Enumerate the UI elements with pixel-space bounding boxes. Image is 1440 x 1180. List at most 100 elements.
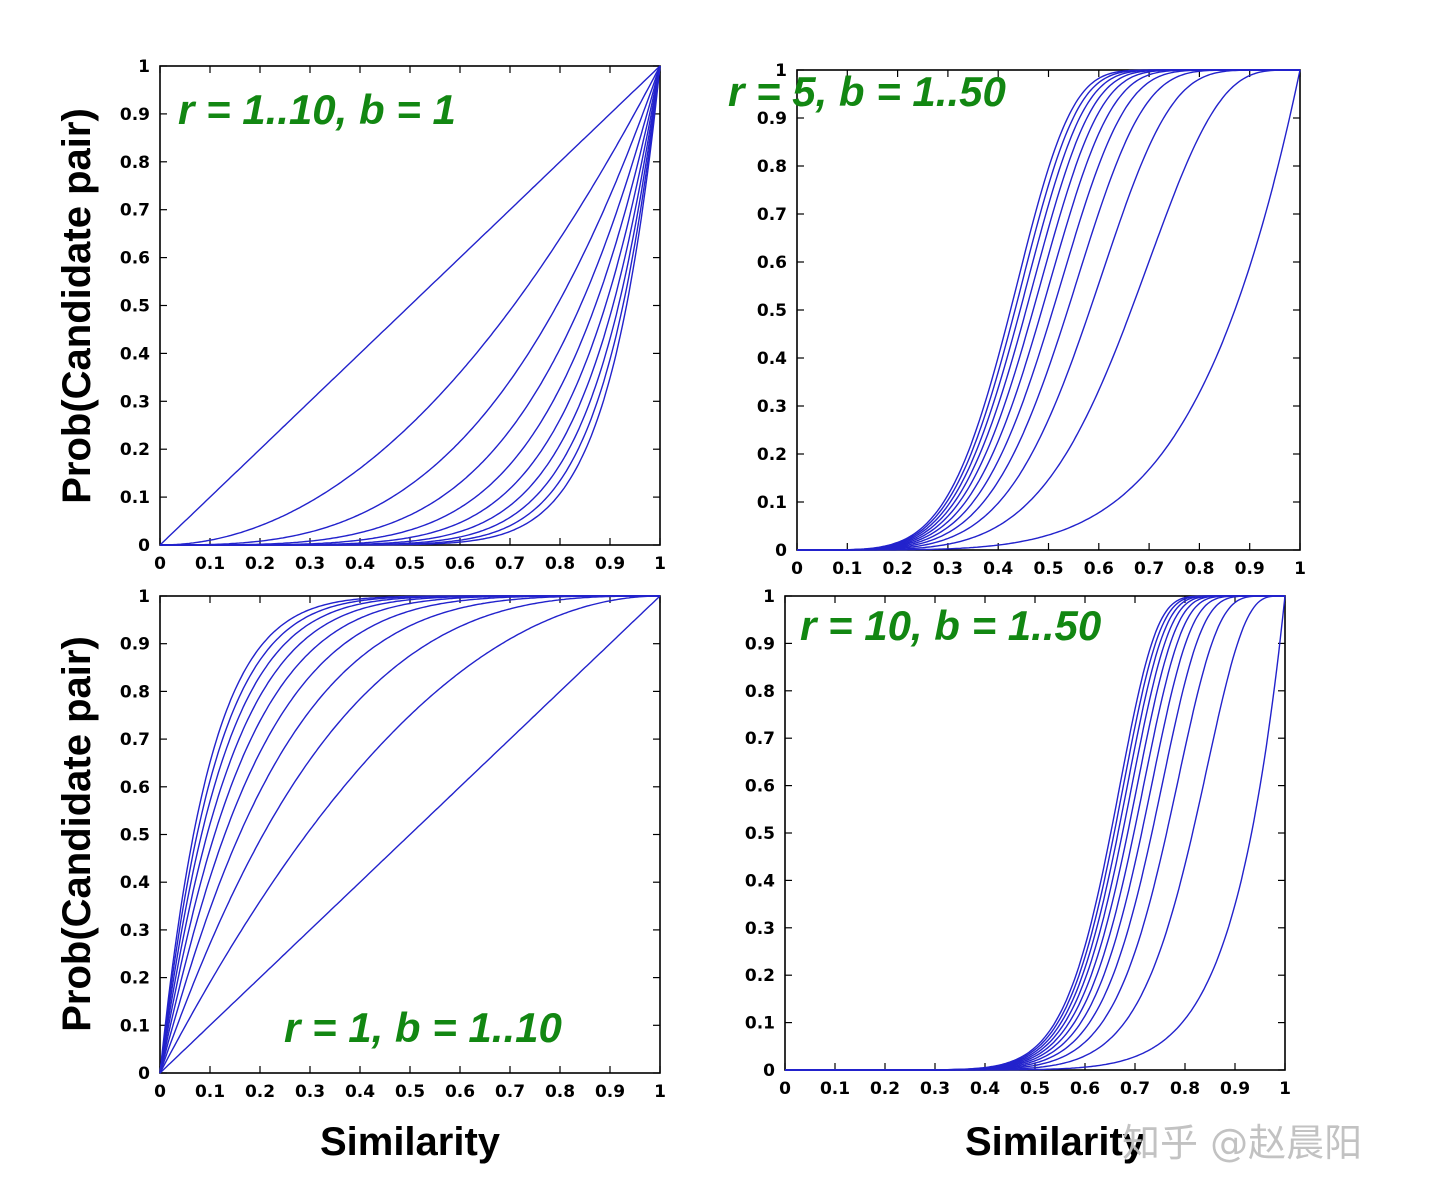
annotation-top-right: r = 5, b = 1..50 [728, 68, 1006, 115]
x-tick-label: 0.1 [195, 554, 225, 574]
curve-r-5-b-1 [797, 69, 1301, 551]
x-tick-label: 0 [154, 554, 166, 574]
x-tick-label: 0.8 [545, 1082, 575, 1102]
x-tick-label: 0.7 [495, 1082, 525, 1102]
y-tick-label: 0 [138, 1064, 150, 1084]
curve-r-10-b-10 [785, 595, 1285, 1071]
y-tick-label: 1 [138, 57, 150, 77]
axes-box [796, 69, 1301, 551]
y-tick-label: 0.3 [757, 397, 787, 417]
curve-r-5-b-50 [797, 69, 1300, 551]
x-tick-label: 0.8 [545, 554, 575, 574]
x-tick-label: 1 [1279, 1079, 1291, 1099]
x-tick-label: 0.8 [1170, 1079, 1200, 1099]
x-tick-label: 0.1 [820, 1079, 850, 1099]
panel-bottom-left: 0 0.1 0.2 0.3 0.4 0.5 0.6 0.7 0.8 0.9 1 0 0.1 0.2 0.3 0… [55, 587, 666, 1164]
y-tick-label: 0.7 [120, 201, 150, 221]
curve-r-5-b-25 [797, 69, 1300, 551]
x-tick-label: 0.5 [1033, 559, 1063, 579]
x-tick-label: 0.3 [295, 554, 325, 574]
x-tick-label: 0 [779, 1079, 791, 1099]
y-tick-label: 0.4 [120, 344, 150, 364]
curve-r-2-b-1 [160, 65, 661, 546]
y-tick-label: 0.4 [120, 873, 150, 893]
annotation-top-left: r = 1..10, b = 1 [178, 86, 456, 133]
x-tick-label: 0 [791, 559, 803, 579]
y-tick-label: 0.9 [745, 634, 775, 654]
curve-r-1-b-3 [159, 595, 660, 1074]
x-tick-label: 0.9 [1220, 1079, 1250, 1099]
curve-r-1-b-1 [159, 595, 661, 1074]
x-tick-label: 0.4 [983, 559, 1013, 579]
curve-r-10-b-20 [785, 595, 1285, 1071]
y-tick-label: 1 [138, 587, 150, 607]
x-tick-label: 0.2 [245, 1082, 275, 1102]
y-tick-label: 0.4 [745, 871, 775, 891]
x-tick-label: 1 [654, 554, 666, 574]
y-tick-label: 0 [138, 536, 150, 556]
y-tick-label: 0.9 [757, 109, 787, 129]
x-tick-label: 0.6 [1070, 1079, 1100, 1099]
curve-r-10-b-15 [785, 595, 1285, 1071]
curve-r-1-b-10 [159, 595, 660, 1074]
curve-r-10-b-45 [785, 595, 1285, 1071]
y-tick-label: 0.2 [120, 969, 150, 989]
curve-r-10-b-40 [785, 595, 1285, 1071]
x-tick-label: 0.4 [345, 1082, 375, 1102]
curve-r-10-b-50 [785, 595, 1285, 1071]
x-tick-label: 0.1 [832, 559, 862, 579]
y-tick-label: 0 [763, 1061, 775, 1081]
y-tick-label: 0.5 [120, 826, 150, 846]
y-tick-label: 0.4 [757, 349, 787, 369]
x-tick-label: 0.9 [595, 1082, 625, 1102]
x-tick-label: 0.3 [920, 1079, 950, 1099]
y-tick-label: 0.6 [120, 778, 150, 798]
x-tick-label: 0.7 [1120, 1079, 1150, 1099]
y-tick-label: 0.2 [757, 445, 787, 465]
curve-r-10-b-1 [160, 65, 661, 546]
y-tick-label: 1 [775, 61, 787, 81]
y-tick-label: 0.1 [757, 493, 787, 513]
curve-r-1-b-1 [159, 65, 661, 546]
y-tick-label: 0.6 [757, 253, 787, 273]
curve-r-3-b-1 [160, 65, 661, 546]
curve-r-5-b-5 [797, 69, 1300, 551]
curve-r-1-b-2 [159, 595, 660, 1074]
x-tick-label: 1 [1294, 559, 1306, 579]
x-tick-label: 0.5 [395, 1082, 425, 1102]
y-tick-label: 0.7 [745, 729, 775, 749]
curve-r-5-b-40 [797, 69, 1300, 551]
y-axis-label-bottom-left: Prob(Candidate pair) [55, 636, 99, 1032]
y-tick-label: 1 [763, 587, 775, 607]
y-tick-label: 0.1 [745, 1014, 775, 1034]
x-tick-label: 0.4 [970, 1079, 1000, 1099]
y-tick-label: 0.7 [120, 730, 150, 750]
x-tick-label: 0.5 [395, 554, 425, 574]
y-tick-label: 0.7 [757, 205, 787, 225]
x-tick-label: 0.6 [445, 554, 475, 574]
panel-top-right: 0 0.1 0.2 0.3 0.4 0.5 0.6 0.7 0.8 0.9 1 0 0.1 0.2 0.3 0… [728, 61, 1306, 579]
curve-r-5-b-15 [797, 69, 1300, 551]
x-tick-label: 0.2 [870, 1079, 900, 1099]
y-tick-label: 0.1 [120, 1016, 150, 1036]
x-tick-label: 0.3 [295, 1082, 325, 1102]
watermark: 知乎 @赵晨阳 [1122, 1121, 1363, 1165]
x-tick-label: 0.7 [1134, 559, 1164, 579]
curve-r-10-b-5 [785, 595, 1285, 1071]
x-tick-label: 0.6 [445, 1082, 475, 1102]
x-tick-label: 0.4 [345, 554, 375, 574]
x-axis-label-bottom-left: Similarity [320, 1120, 501, 1164]
y-tick-label: 0.1 [120, 488, 150, 508]
y-tick-label: 0 [775, 541, 787, 561]
axes-box [784, 595, 1286, 1071]
y-tick-label: 0.3 [120, 392, 150, 412]
y-tick-label: 0.5 [120, 297, 150, 317]
x-tick-label: 0.3 [933, 559, 963, 579]
y-tick-label: 0.2 [120, 440, 150, 460]
x-tick-label: 0.2 [883, 559, 913, 579]
y-tick-label: 0.6 [120, 249, 150, 269]
x-tick-label: 0.1 [195, 1082, 225, 1102]
y-tick-label: 0.3 [745, 919, 775, 939]
curve-r-5-b-35 [797, 69, 1300, 551]
